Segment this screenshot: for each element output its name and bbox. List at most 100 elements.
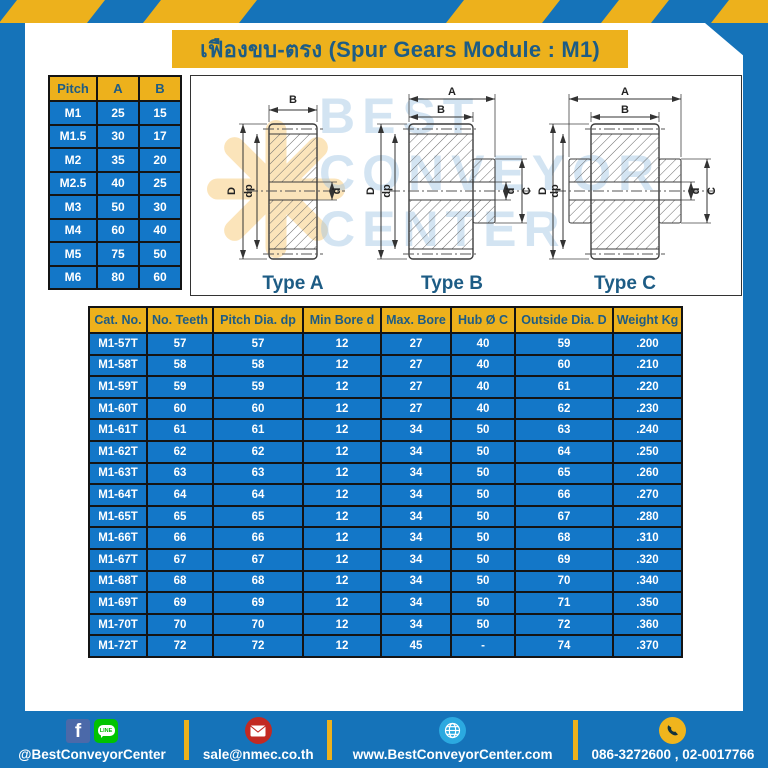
- table-cell: 50: [450, 418, 516, 442]
- table-cell: 61: [514, 375, 614, 399]
- table-cell: 63: [514, 418, 614, 442]
- footer-divider: [184, 719, 190, 760]
- phone-icon[interactable]: [659, 717, 687, 744]
- table-cell: 68: [212, 569, 304, 594]
- table-cell: 17: [138, 123, 182, 149]
- table-cell: 58: [146, 353, 214, 378]
- table-cell: 65: [514, 461, 614, 486]
- page-title-text: เฟืองขบ-ตรง (Spur Gears Module : M1): [200, 36, 600, 62]
- gear-drawings: B D dp: [226, 86, 718, 293]
- footer-website-link[interactable]: www.BestConveyorCenter.com: [332, 711, 572, 768]
- table-cell: .320: [612, 547, 683, 572]
- footer-social-link[interactable]: f LINE @BestConveyorCenter: [0, 711, 184, 768]
- table-cell: .370: [612, 634, 683, 658]
- svg-text:D: D: [365, 187, 377, 195]
- corner-stripe: [0, 0, 105, 23]
- table-row: M1-69T 69 69 12 34 50 71.350: [88, 591, 683, 615]
- table-cell: 12: [302, 504, 382, 529]
- table-cell: 60: [212, 396, 304, 421]
- gear-spec-table: Cat. No. No. Teeth Pitch Dia. dp Min Bore d…: [88, 306, 683, 658]
- table-cell: 62: [146, 439, 214, 464]
- footer-email-link[interactable]: sale@nmec.co.th: [189, 711, 327, 768]
- table-cell: 40: [450, 396, 516, 421]
- table-cell: M1.5: [48, 123, 98, 149]
- table-cell: 68: [514, 526, 614, 550]
- column-header: Pitch: [48, 75, 98, 102]
- table-cell: M1-64T: [88, 483, 148, 507]
- gear-diagram-type-b: A B: [365, 86, 533, 293]
- table-cell: 59: [146, 375, 214, 399]
- table-cell: M1-61T: [88, 418, 148, 442]
- table-cell: 59: [514, 332, 614, 356]
- table-cell: 12: [302, 353, 382, 378]
- svg-text:D: D: [537, 187, 549, 195]
- table-cell: 50: [450, 526, 516, 550]
- table-cell: 50: [450, 483, 516, 507]
- line-icon[interactable]: LINE: [94, 718, 119, 743]
- table-cell: .340: [612, 569, 683, 594]
- column-header: Cat. No.: [88, 306, 148, 334]
- gear-diagram-type-c: A B: [537, 86, 718, 293]
- table-row: M1 25 15: [48, 100, 182, 126]
- table-cell: 61: [212, 418, 304, 442]
- social-handle-text: @BestConveyorCenter: [18, 746, 166, 762]
- table-cell: 12: [302, 396, 382, 421]
- table-cell: 50: [450, 547, 516, 572]
- table-cell: 12: [302, 634, 382, 658]
- table-cell: 50: [450, 439, 516, 464]
- table-cell: 50: [450, 591, 516, 615]
- table-row: M1-68T 68 68 12 34 50 70.340: [88, 569, 683, 594]
- table-cell: 58: [212, 353, 304, 378]
- table-cell: M2: [48, 147, 98, 173]
- table-row: M1-62T 62 62 12 34 50 64.250: [88, 439, 683, 464]
- table-cell: 34: [380, 612, 452, 637]
- table-cell: 27: [380, 375, 452, 399]
- table-row: M1-70T 70 70 12 34 50 72.360: [88, 612, 683, 637]
- table-cell: 27: [380, 396, 452, 421]
- column-header: No. Teeth: [146, 306, 214, 334]
- table-cell: .250: [612, 439, 683, 464]
- table-cell: 15: [138, 100, 182, 126]
- table-row: M1-63T 63 63 12 34 50 65.260: [88, 461, 683, 486]
- pitch-table: Pitch A B M1 25 15 M1.5 30 17 M2 35 20 M2.5 40 25 M3 50 3…: [48, 75, 182, 290]
- email-icon[interactable]: [244, 717, 272, 744]
- globe-icon[interactable]: [439, 717, 467, 744]
- column-header: A: [96, 75, 140, 102]
- email-text: sale@nmec.co.th: [202, 746, 314, 762]
- table-cell: .360: [612, 612, 683, 637]
- table-cell: .350: [612, 591, 683, 615]
- svg-text:d: d: [331, 188, 343, 195]
- table-cell: 40: [450, 332, 516, 356]
- table-cell: 40: [138, 217, 182, 243]
- table-cell: .220: [612, 375, 683, 399]
- table-cell: M1-59T: [88, 375, 148, 399]
- gear-diagram-type-a: B D dp: [226, 94, 345, 293]
- table-cell: 45: [380, 634, 452, 658]
- table-cell: .210: [612, 353, 683, 378]
- footer-phone-link[interactable]: 086-3272600 , 02-0017766: [578, 711, 768, 768]
- table-cell: M3: [48, 194, 98, 220]
- table-cell: 60: [96, 217, 140, 243]
- table-cell: 12: [302, 375, 382, 399]
- diagram-panel: BEST CONVEYOR CENTER: [190, 75, 742, 296]
- table-cell: 34: [380, 418, 452, 442]
- facebook-icon[interactable]: f: [66, 718, 91, 743]
- table-cell: 12: [302, 439, 382, 464]
- table-cell: 69: [146, 591, 214, 615]
- table-cell: 62: [514, 396, 614, 421]
- table-cell: 67: [212, 547, 304, 572]
- table-row: M1-58T 58 58 12 27 40 60.210: [88, 353, 683, 378]
- column-header: B: [138, 75, 182, 102]
- header-row: Cat. No. No. Teeth Pitch Dia. dp Min Bore d…: [88, 306, 683, 334]
- table-cell: M4: [48, 217, 98, 243]
- table-cell: M1-68T: [88, 569, 148, 594]
- table-cell: M1-63T: [88, 461, 148, 486]
- table-cell: M6: [48, 264, 98, 290]
- svg-text:D: D: [226, 187, 238, 195]
- table-cell: 69: [514, 547, 614, 572]
- table-row: M3 50 30: [48, 194, 182, 220]
- table-cell: 64: [146, 483, 214, 507]
- table-cell: 50: [96, 194, 140, 220]
- table-cell: 34: [380, 547, 452, 572]
- svg-text:B: B: [437, 104, 445, 116]
